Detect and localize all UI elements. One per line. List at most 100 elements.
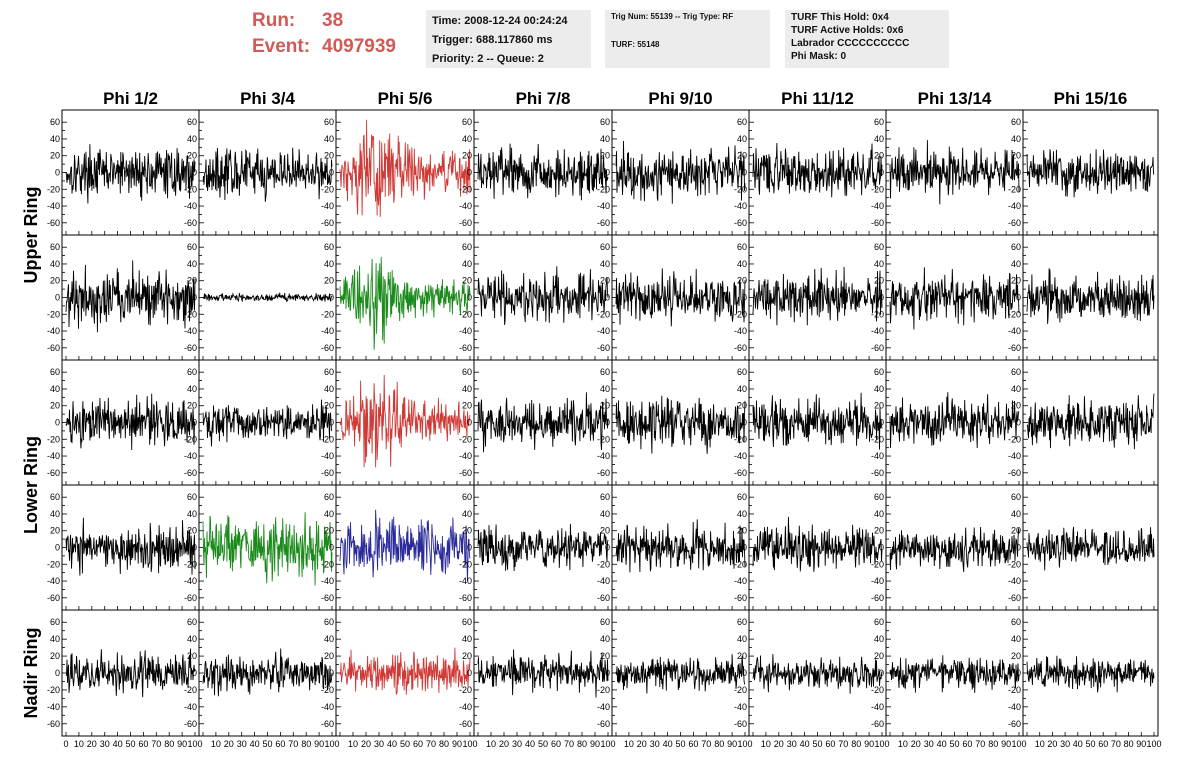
y-tick-label: -40 [597, 451, 610, 461]
event-header: Run: 38 Event: 4097939 Time: 2008-12-24 00… [0, 0, 1196, 80]
waveform-panel: -60 -40 -20 0 20 40 60 [184, 609, 337, 737]
y-tick-label: -60 [321, 593, 334, 603]
waveform-trace [615, 140, 746, 204]
y-tick-label: -60 [47, 593, 60, 603]
y-tick-label: -60 [47, 218, 60, 228]
x-tick-label: 60 [138, 739, 148, 749]
waveform-trace [477, 523, 609, 572]
y-tick-label: 60 [187, 117, 197, 127]
y-tick-label: 60 [600, 242, 610, 252]
y-tick-label: 20 [50, 526, 60, 536]
y-tick-label: 20 [600, 401, 610, 411]
y-tick-label: -20 [871, 685, 884, 695]
y-tick-label: 40 [187, 384, 197, 394]
y-tick-label: -40 [321, 451, 334, 461]
y-tick-label: -40 [1008, 451, 1021, 461]
x-tick-label: 50 [538, 739, 548, 749]
y-tick-label: -40 [597, 576, 610, 586]
y-tick-label: 0 [605, 293, 610, 303]
y-tick-label: 40 [324, 259, 334, 269]
y-tick-label: 60 [50, 242, 60, 252]
y-tick-label: -40 [871, 326, 884, 336]
row-title: Nadir Ring [21, 627, 41, 718]
y-tick-label: 0 [742, 293, 747, 303]
y-tick-label: 40 [324, 134, 334, 144]
waveform-panel: -60 -40 -20 0 20 40 60 [47, 359, 200, 486]
y-tick-label: -60 [1008, 343, 1021, 353]
y-tick-label: 40 [50, 259, 60, 269]
waveform-panel: -60 -40 -20 0 20 40 60 [184, 359, 337, 486]
x-tick-label: 10 [898, 739, 908, 749]
x-tick-label: 20 [361, 739, 371, 749]
y-tick-label: 60 [187, 492, 197, 502]
y-tick-label: -60 [734, 719, 747, 729]
waveform-trace [1026, 268, 1155, 324]
waveform-trace [202, 147, 333, 202]
y-tick-label: -40 [459, 326, 472, 336]
x-tick-label: 0 [63, 739, 68, 749]
time-text: Time: 2008-12-24 00:24:24 [432, 15, 568, 27]
y-tick-label: -60 [871, 343, 884, 353]
x-tick-label: 60 [275, 739, 285, 749]
waveform-panel: -60 -40 -20 0 20 40 60 [597, 359, 750, 486]
x-tick-label: 90 [1001, 739, 1011, 749]
y-tick-label: -20 [459, 434, 472, 444]
x-tick-label: 80 [301, 739, 311, 749]
x-tick-label: 50 [262, 739, 272, 749]
run-line: Run: 38 [252, 8, 422, 34]
x-tick-label: 20 [499, 739, 509, 749]
y-tick-label: 60 [324, 367, 334, 377]
y-tick-label: 0 [192, 543, 197, 553]
x-tick-label: 70 [288, 739, 298, 749]
y-tick-label: 40 [600, 259, 610, 269]
x-tick-label: 30 [237, 739, 247, 749]
y-tick-label: 0 [1016, 418, 1021, 428]
x-tick-label: 30 [1060, 739, 1070, 749]
y-tick-label: -40 [184, 451, 197, 461]
y-tick-label: -20 [597, 559, 610, 569]
waveform-panel: -60 -40 -20 0 20 40 60 [459, 234, 613, 361]
y-tick-label: 60 [1011, 367, 1021, 377]
y-tick-label: -60 [321, 343, 334, 353]
phi-mask-text: Phi Mask: 0 [791, 51, 847, 62]
y-tick-label: 20 [1011, 651, 1021, 661]
y-tick-label: 40 [737, 134, 747, 144]
x-tick-label: 40 [250, 739, 260, 749]
turf-info-box: TURF This Hold: 0x4 TURF Active Holds: 0… [785, 10, 949, 68]
waveform-trace [1026, 393, 1155, 450]
column-title: Phi 5/6 [378, 89, 433, 108]
y-tick-label: 20 [187, 401, 197, 411]
y-tick-label: 60 [737, 492, 747, 502]
y-tick-label: 60 [874, 242, 884, 252]
run-event-box: Run: 38 Event: 4097939 [252, 8, 422, 68]
y-tick-label: -60 [597, 719, 610, 729]
y-tick-label: -60 [597, 593, 610, 603]
y-tick-label: 20 [187, 151, 197, 161]
waveform-panel: -60 -40 -20 0 20 40 60 [597, 109, 750, 236]
waveform-panel: -60 -40 -20 0 20 40 60 [321, 359, 475, 486]
y-tick-label: -40 [734, 326, 747, 336]
y-tick-label: 60 [600, 492, 610, 502]
y-tick-label: -40 [871, 702, 884, 712]
y-tick-label: -40 [459, 702, 472, 712]
y-tick-label: 40 [874, 134, 884, 144]
x-tick-label: 70 [151, 739, 161, 749]
waveform-panel: -60 -40 -20 0 20 40 60 [734, 234, 887, 361]
y-tick-label: 20 [50, 151, 60, 161]
y-tick-label: -40 [1008, 702, 1021, 712]
y-tick-label: 40 [462, 134, 472, 144]
y-tick-label: -60 [459, 593, 472, 603]
y-tick-label: 60 [50, 617, 60, 627]
y-tick-label: 60 [187, 617, 197, 627]
y-tick-label: 20 [462, 651, 472, 661]
y-tick-label: 60 [324, 117, 334, 127]
waveform-panel: -60 -40 -20 0 20 40 60 [734, 109, 887, 236]
y-tick-label: -20 [321, 184, 334, 194]
y-tick-label: 0 [467, 418, 472, 428]
waveform-panel: -60 -40 -20 0 20 40 60 [184, 484, 337, 611]
x-tick-label: 30 [787, 739, 797, 749]
y-tick-label: -40 [321, 201, 334, 211]
x-tick-label: 40 [800, 739, 810, 749]
y-tick-label: 40 [737, 259, 747, 269]
y-tick-label: 20 [462, 401, 472, 411]
